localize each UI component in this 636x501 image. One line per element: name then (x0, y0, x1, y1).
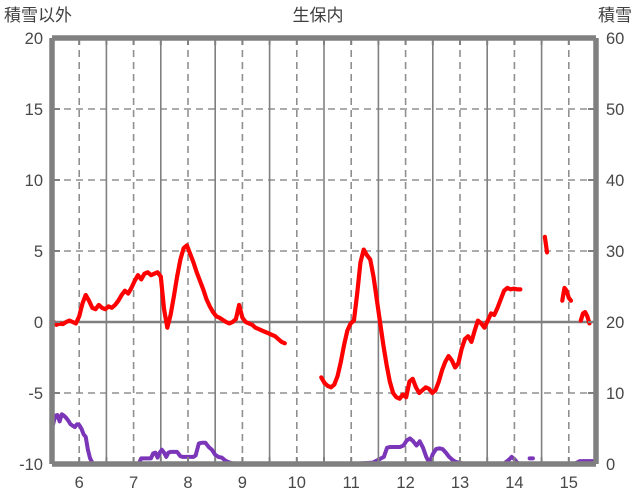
right-axis-title: 積雪 (598, 6, 632, 25)
right-axis-tick-label: 10 (606, 385, 624, 403)
series-line-temperature (542, 234, 550, 255)
x-axis-tick-label: 11 (343, 474, 360, 492)
right-axis-tick-label: 50 (606, 101, 624, 119)
x-axis-tick-label: 14 (505, 474, 523, 492)
series-line-temperature (319, 247, 523, 401)
x-axis-tick-label: 6 (75, 474, 84, 492)
left-axis-tick-label: -10 (19, 456, 43, 474)
right-axis-tick-label: 20 (606, 314, 624, 332)
left-axis-tick-label: -5 (28, 385, 43, 403)
left-axis-tick-label: 0 (34, 314, 43, 332)
page-title: 生保内 (292, 6, 344, 25)
left-axis-tick-label: 10 (25, 172, 43, 190)
series-line-temperature (50, 243, 287, 346)
x-axis-tick-label: 15 (560, 474, 578, 492)
series-line-temperature (578, 309, 592, 326)
x-axis-tick-label: 8 (183, 474, 192, 492)
x-axis-tick-label: 10 (288, 474, 306, 492)
x-axis-tick-label: 12 (396, 474, 414, 492)
left-axis-tick-label: 20 (25, 30, 43, 48)
left-axis-tick-label: 15 (25, 101, 43, 119)
left-axis-tick-label: 5 (34, 243, 43, 261)
x-axis-tick-label: 9 (238, 474, 247, 492)
axis-ticks (52, 38, 596, 464)
right-axis-tick-label: 30 (606, 243, 624, 261)
x-axis-tick-label: 7 (129, 474, 138, 492)
right-axis-tick-label: 60 (606, 30, 624, 48)
series-line-temperature (560, 285, 574, 303)
right-axis-tick-label: 40 (606, 172, 624, 190)
x-axis-tick-label: 13 (451, 474, 469, 492)
right-axis-tick-label: 0 (606, 456, 615, 474)
left-axis-title: 積雪以外 (4, 6, 72, 25)
